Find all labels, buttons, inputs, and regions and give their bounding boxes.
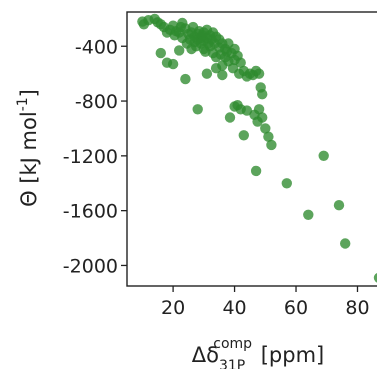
y-tick-label: -800	[75, 91, 118, 113]
data-point-92	[217, 70, 227, 80]
y-tick-label: -1200	[63, 146, 118, 168]
x-axis-title-subscript: 31P	[219, 358, 245, 369]
x-axis-title-suffix: [ppm]	[254, 343, 324, 367]
data-point-90	[156, 48, 166, 58]
data-point-93	[202, 69, 212, 79]
y-tick-label: -1600	[63, 201, 118, 223]
y-axis-title: Θ [kJ mol-1]	[15, 89, 41, 207]
data-point-69	[254, 69, 264, 79]
data-point-89	[162, 58, 172, 68]
data-point-96	[303, 210, 313, 220]
x-axis-title: Δδ31Pcomp [ppm]	[192, 336, 324, 369]
y-axis-title-close: ]	[17, 89, 41, 97]
x-tick-label: 40	[222, 297, 246, 319]
data-point-79	[239, 130, 249, 140]
y-axis-title-superscript: -1	[15, 97, 31, 111]
data-point-71	[257, 89, 267, 99]
data-point-82	[229, 101, 239, 111]
data-point-86	[180, 74, 190, 84]
y-tick-label: -2000	[63, 255, 118, 277]
data-point-94	[251, 166, 261, 176]
data-point-97	[319, 151, 329, 161]
x-tick-label: 80	[345, 297, 369, 319]
y-tick-label: -400	[75, 36, 118, 58]
x-axis-ticks: 20 40 60 80	[161, 286, 370, 319]
data-point-98	[334, 200, 344, 210]
data-point-75	[257, 112, 267, 122]
data-point-83	[225, 112, 235, 122]
y-axis-title-main: Θ [kJ mol	[17, 111, 41, 207]
data-point-95	[282, 178, 292, 188]
data-point-88	[174, 45, 184, 55]
x-tick-label: 20	[161, 297, 185, 319]
x-axis-title-superscript: comp	[213, 336, 252, 352]
data-point-84	[242, 105, 252, 115]
data-point-85	[193, 104, 203, 114]
x-tick-label: 60	[284, 297, 308, 319]
data-points	[137, 14, 377, 283]
y-axis-ticks: -400 -800 -1200 -1600 -2000	[63, 36, 127, 277]
data-point-78	[266, 140, 276, 150]
data-point-99	[340, 238, 350, 248]
